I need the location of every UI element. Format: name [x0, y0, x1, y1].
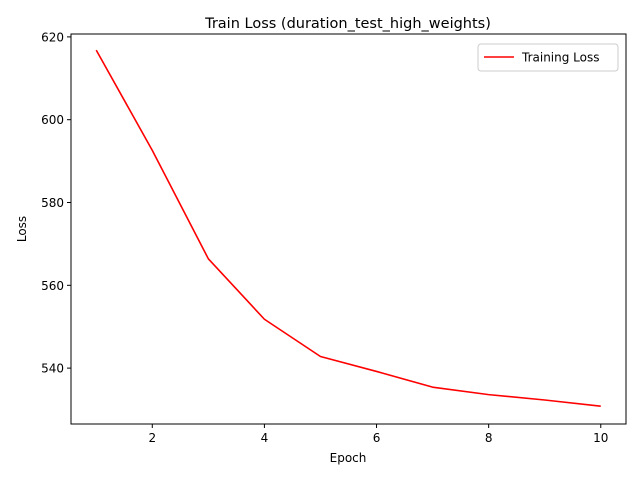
- x-tick-label: 10: [593, 431, 608, 445]
- plot-area: [95, 49, 601, 407]
- x-axis: 2 4 6 8 10: [148, 424, 608, 445]
- y-tick-label: 620: [41, 30, 64, 44]
- y-tick-label: 560: [41, 279, 64, 293]
- y-tick-label: 580: [41, 196, 64, 210]
- legend-label-training-loss: Training Loss: [521, 51, 599, 65]
- x-tick-label: 2: [148, 431, 156, 445]
- y-axis: 540 560 580 600 620: [41, 30, 71, 376]
- x-tick-label: 6: [373, 431, 381, 445]
- legend: Training Loss: [477, 43, 619, 72]
- plot-frame: [70, 33, 627, 425]
- y-axis-title: Loss: [15, 216, 29, 242]
- y-tick-label: 540: [41, 362, 64, 376]
- y-tick-label: 600: [41, 113, 64, 127]
- legend-box: [477, 43, 619, 72]
- x-tick-label: 8: [485, 431, 493, 445]
- x-axis-title: Epoch: [330, 451, 367, 465]
- series-line-training-loss: [95, 49, 601, 407]
- x-tick-label: 4: [261, 431, 269, 445]
- chart-title: Train Loss (duration_test_high_weights): [204, 16, 491, 32]
